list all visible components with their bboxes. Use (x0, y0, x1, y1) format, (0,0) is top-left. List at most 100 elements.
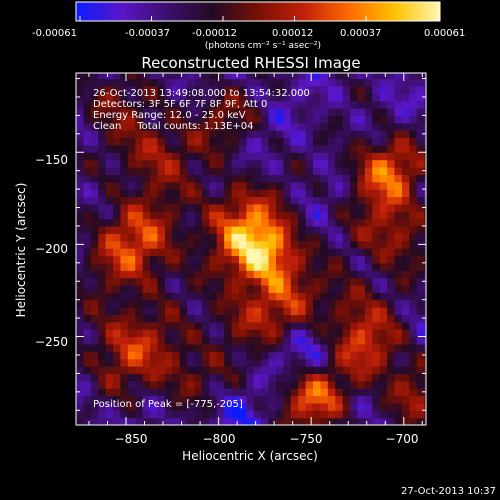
heatmap-cell (83, 410, 92, 419)
heatmap-cell (98, 181, 107, 190)
heatmap-cell (290, 395, 299, 404)
heatmap-cell (416, 196, 425, 205)
heatmap-cell (142, 108, 151, 116)
heatmap-cell (209, 388, 218, 397)
heatmap-cell (238, 108, 247, 116)
heatmap-cell (231, 108, 240, 116)
heatmap-cell (83, 307, 92, 316)
heatmap-cell (320, 417, 329, 425)
heatmap-cell (172, 270, 181, 279)
heatmap-cell (135, 410, 144, 419)
heatmap-cell (268, 262, 277, 271)
heatmap-cell (246, 85, 255, 94)
heatmap-cell (164, 73, 173, 80)
heatmap-cell (194, 196, 203, 205)
heatmap-cell (209, 417, 218, 425)
heatmap-cell (90, 152, 99, 161)
heatmap-cell (394, 336, 403, 345)
heatmap-cell (290, 284, 299, 293)
heatmap-cell (335, 122, 344, 131)
heatmap-cell (298, 225, 307, 234)
heatmap-cell (357, 211, 366, 220)
heatmap-cell (276, 277, 285, 286)
heatmap-cell (187, 351, 196, 360)
heatmap-cell (150, 410, 159, 419)
heatmap-cell (350, 85, 359, 94)
heatmap-cell (120, 73, 129, 80)
heatmap-cell (283, 240, 292, 249)
heatmap-cell (90, 181, 99, 190)
heatmap-cell (268, 166, 277, 175)
heatmap-cell (357, 410, 366, 419)
heatmap-cell (379, 402, 388, 411)
heatmap-cell (253, 262, 262, 271)
heatmap-cell (401, 233, 410, 242)
heatmap-cell (268, 225, 277, 234)
heatmap-cell (127, 85, 136, 94)
heatmap-cell (216, 189, 225, 198)
heatmap-cell (394, 417, 403, 425)
heatmap-cell (105, 402, 114, 411)
heatmap-cell (150, 388, 159, 397)
heatmap-cell (379, 262, 388, 271)
heatmap-cell (401, 388, 410, 397)
heatmap-cell (357, 78, 366, 87)
heatmap-cell (261, 225, 270, 234)
heatmap-cell (357, 73, 366, 80)
heatmap-cell (394, 73, 403, 80)
heatmap-cell (98, 395, 107, 404)
heatmap-cell (320, 73, 329, 80)
heatmap-cell (387, 262, 396, 271)
heatmap-cell (290, 196, 299, 205)
heatmap-cell (268, 351, 277, 360)
heatmap-cell (261, 115, 270, 124)
heatmap-cell (187, 388, 196, 397)
heatmap-cell (335, 240, 344, 249)
heatmap-cell (409, 152, 418, 161)
heatmap-cell (224, 402, 233, 411)
heatmap-cell (268, 292, 277, 301)
heatmap-cell (394, 189, 403, 198)
heatmap-cell (379, 240, 388, 249)
heatmap-cell (320, 85, 329, 94)
heatmap-cell (98, 93, 107, 102)
heatmap-cell (135, 225, 144, 234)
heatmap-cell (127, 277, 136, 286)
heatmap-cell (76, 115, 85, 124)
heatmap-cell (320, 203, 329, 212)
heatmap-cell (194, 351, 203, 360)
heatmap-cell (216, 100, 225, 109)
heatmap-cell (172, 115, 181, 124)
heatmap-cell (394, 307, 403, 316)
heatmap-cell (335, 329, 344, 338)
heatmap-cell (290, 93, 299, 102)
heatmap-cell (216, 417, 225, 425)
heatmap-cell (372, 181, 381, 190)
heatmap-cell (394, 248, 403, 257)
heatmap-cell (98, 373, 107, 382)
heatmap-cell (261, 100, 270, 109)
heatmap-cell (246, 380, 255, 389)
heatmap-cell (164, 402, 173, 411)
heatmap-cell (416, 115, 425, 124)
heatmap-cell (216, 314, 225, 323)
heatmap-cell (157, 410, 166, 419)
heatmap-cell (387, 144, 396, 153)
heatmap-cell (172, 85, 181, 94)
heatmap-cell (342, 358, 351, 367)
heatmap-cell (90, 108, 99, 116)
heatmap-cell (179, 373, 188, 382)
heatmap-cell (372, 388, 381, 397)
heatmap-cell (313, 130, 322, 139)
heatmap-cell (105, 115, 114, 124)
heatmap-cell (127, 174, 136, 183)
heatmap-cell (150, 255, 159, 264)
heatmap-cell (409, 225, 418, 234)
heatmap-cell (268, 314, 277, 323)
heatmap-cell (194, 329, 203, 338)
heatmap-cell (350, 329, 359, 338)
heatmap-cell (238, 115, 247, 124)
heatmap-cell (372, 358, 381, 367)
heatmap-cell (120, 343, 129, 352)
heatmap-cell (127, 152, 136, 161)
